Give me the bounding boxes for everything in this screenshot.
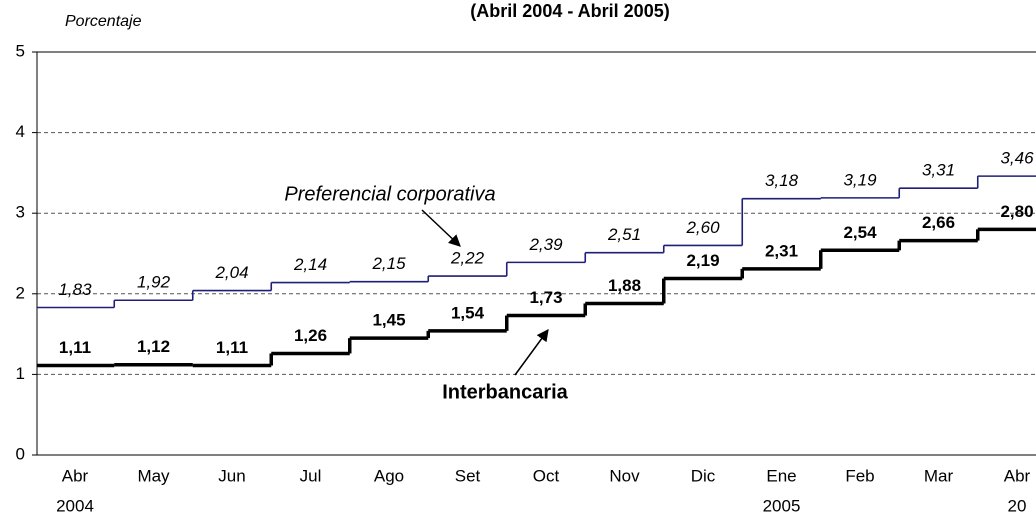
data-label: 1,83	[58, 280, 92, 299]
data-label: 1,45	[372, 311, 405, 330]
x-tick-label: Feb	[845, 466, 874, 485]
data-label: 3,19	[843, 170, 877, 189]
series-annotation: Preferencial corporativa	[284, 183, 495, 205]
data-label: 2,22	[450, 249, 485, 268]
x-year-label: 2005	[763, 496, 801, 515]
data-label: 3,18	[765, 171, 799, 190]
x-tick-label: Ene	[766, 466, 796, 485]
x-tick-label: Oct	[533, 466, 560, 485]
x-tick-label: Jul	[300, 466, 322, 485]
y-tick-label: 4	[16, 122, 25, 141]
data-label: 2,51	[607, 225, 641, 244]
data-label: 1,26	[294, 326, 327, 345]
y-tick-label: 2	[16, 283, 25, 302]
series-annotation: Interbancaria	[442, 381, 568, 403]
data-label: 1,54	[451, 303, 485, 322]
x-tick-label: Nov	[609, 466, 640, 485]
data-label: 1,12	[137, 337, 170, 356]
data-label: 2,80	[1000, 202, 1033, 221]
x-tick-label: Abr	[62, 466, 89, 485]
y-tick-label: 1	[16, 364, 25, 383]
x-tick-label: Ago	[374, 466, 404, 485]
data-label: 2,04	[214, 263, 248, 282]
data-label: 2,15	[371, 254, 406, 273]
y-tick-label: 3	[16, 203, 25, 222]
y-tick-label: 0	[16, 444, 25, 463]
x-tick-label: Set	[455, 466, 481, 485]
annotation-arrow	[514, 329, 549, 376]
x-tick-label: Mar	[924, 466, 954, 485]
data-label: 2,31	[765, 241, 798, 260]
x-year-label: 2004	[56, 496, 94, 515]
data-label: 2,54	[843, 223, 877, 242]
data-label: 2,39	[528, 235, 563, 254]
x-tick-label: May	[137, 466, 170, 485]
y-tick-label: 5	[16, 41, 25, 60]
data-label: 2,66	[922, 213, 955, 232]
data-label: 2,14	[293, 255, 327, 274]
y-axis-label: Porcentaje	[65, 13, 142, 30]
x-tick-label: Jun	[218, 466, 245, 485]
data-label: 2,60	[685, 218, 720, 237]
data-label: 1,73	[529, 288, 562, 307]
data-label: 3,31	[922, 161, 955, 180]
x-tick-label: Abr	[1004, 466, 1031, 485]
annotation-arrow	[421, 209, 461, 247]
data-label: 1,88	[608, 276, 641, 295]
chart-title: (Abril 2004 - Abril 2005)	[470, 1, 669, 21]
data-label: 1,92	[137, 273, 171, 292]
x-year-label: 20	[1008, 496, 1027, 515]
x-tick-label: Dic	[691, 466, 716, 485]
data-label: 3,46	[1000, 149, 1034, 168]
plot-frame	[36, 51, 1036, 456]
data-label: 1,11	[59, 338, 91, 357]
data-label: 2,19	[686, 251, 719, 270]
data-label: 1,11	[216, 338, 248, 357]
